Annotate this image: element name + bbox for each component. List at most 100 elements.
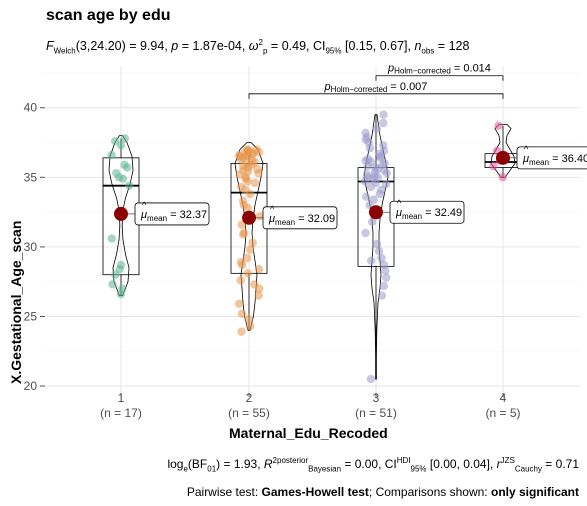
data-point xyxy=(246,322,255,331)
data-point xyxy=(382,273,391,282)
x-tick-label: 3 xyxy=(373,391,380,405)
subtitle-omega-sub: p xyxy=(263,46,268,56)
data-point xyxy=(244,315,253,324)
data-point xyxy=(374,246,384,256)
data-point xyxy=(120,134,129,143)
caption-pairwise-text: Pairwise test: xyxy=(186,485,262,499)
data-point xyxy=(372,239,382,249)
data-point xyxy=(116,260,126,270)
data-point xyxy=(379,281,389,291)
caption-ci-sub: 95% xyxy=(410,464,427,474)
y-tick-label: 20 xyxy=(24,379,38,393)
subtitle-p-val: = 1.87e-04, xyxy=(178,39,249,54)
data-point xyxy=(110,136,120,146)
caption-r2-sup2: posterior xyxy=(277,456,309,465)
comparison-label: pHolm−corrected = 0.014 xyxy=(387,63,491,76)
mean-label-box xyxy=(262,206,338,230)
mean-label-mu: μ xyxy=(522,153,529,165)
data-point xyxy=(377,253,386,263)
data-point xyxy=(364,173,373,182)
subtitle-f-val: (3,24.20) = 9.94, xyxy=(75,39,172,54)
data-point xyxy=(234,299,244,309)
mean-label: μmean = 32.49 xyxy=(395,207,462,221)
chart-title: scan age by edu xyxy=(46,7,171,24)
caption-r2-sub: Bayesian xyxy=(308,464,342,474)
data-point xyxy=(243,145,252,154)
data-point xyxy=(498,173,507,182)
data-point xyxy=(243,177,252,186)
subtitle-omega-val: = 0.49, CI xyxy=(267,39,326,54)
mean-label-value: = 32.09 xyxy=(295,213,335,225)
bayes-caption: loge(BF01) = 1.93, R2posteriorBayesian =… xyxy=(167,456,579,473)
y-tick-label: 25 xyxy=(24,309,38,323)
data-point xyxy=(361,128,370,137)
data-point xyxy=(243,253,252,263)
caption-r-sub: Cauchy xyxy=(514,464,542,474)
data-point xyxy=(248,238,257,247)
caption-r2-sup: 2 xyxy=(272,456,277,465)
data-point xyxy=(237,327,246,336)
comparison-label: pHolm−corrected = 0.007 xyxy=(324,81,428,94)
mean-label-sub: mean xyxy=(402,212,422,221)
comparison-label-value: = 0.007 xyxy=(387,81,427,93)
mean-label-hat: ^ xyxy=(270,204,275,214)
mean-label-sub: mean xyxy=(275,218,295,227)
x-count-label: (n = 5) xyxy=(485,406,520,420)
subtitle-n: n xyxy=(414,39,422,54)
data-point xyxy=(381,180,391,189)
y-axis-label: X.Gestational_Age_scan xyxy=(8,220,24,384)
mean-label-mu: μ xyxy=(140,209,147,221)
comparison-label-sub: Holm−corrected xyxy=(331,85,388,94)
caption-r2: R xyxy=(263,457,273,471)
data-point xyxy=(489,161,498,171)
points-layer xyxy=(107,110,507,384)
caption-pairwise-test: Games-Howell test xyxy=(261,485,369,499)
mean-label-box xyxy=(516,146,587,170)
caption-r-sup: JZS xyxy=(500,456,515,465)
data-point xyxy=(118,284,127,293)
violin-1 xyxy=(108,135,134,296)
pairwise-caption: Pairwise test: Games-Howell test; Compar… xyxy=(187,485,579,499)
data-point xyxy=(377,185,386,195)
mean-label: μmean = 32.37 xyxy=(140,209,207,223)
data-point xyxy=(369,195,378,204)
data-point xyxy=(361,228,370,238)
caption-bf-val: ) = 1.93, xyxy=(216,457,264,471)
caption-bf-mid: (BF xyxy=(187,457,208,471)
subtitle-f-sub: Welch xyxy=(53,46,76,56)
data-point xyxy=(253,164,262,174)
data-point xyxy=(367,217,377,227)
data-point xyxy=(379,141,388,150)
data-point xyxy=(237,182,246,192)
data-point xyxy=(361,192,371,201)
chart-subtitle: FWelch(3,24.20) = 9.94, p = 1.87e-04, ω2… xyxy=(46,38,469,56)
caption-r-val: = 0.71 xyxy=(541,457,579,471)
mean-label-value: = 32.37 xyxy=(167,209,207,221)
data-point xyxy=(245,245,255,254)
mean-label-value: = 32.49 xyxy=(422,207,462,219)
data-point xyxy=(252,145,261,154)
data-point xyxy=(236,258,246,267)
mean-label-box xyxy=(389,200,465,224)
caption-comparisons-text: ; Comparisons shown: xyxy=(368,485,491,499)
data-point xyxy=(120,160,129,169)
comparison-label-p: p xyxy=(387,63,394,75)
caption-r: r xyxy=(496,457,501,471)
mean-label-hat: ^ xyxy=(142,200,147,210)
x-tick-label: 2 xyxy=(246,391,253,405)
mean-label-value: = 36.40 xyxy=(549,153,587,165)
data-point xyxy=(250,280,259,289)
means-layer: μmean = 32.37^μmean = 32.09^ μmean = 32.4… xyxy=(114,144,587,230)
x-tick-label: 1 xyxy=(118,391,125,405)
violin-2 xyxy=(234,142,264,331)
caption-comparisons-value: only significant xyxy=(490,485,579,499)
data-point xyxy=(237,309,247,318)
data-point xyxy=(108,280,117,289)
x-count-label: (n = 51) xyxy=(355,406,397,420)
subtitle-n-val: = 128 xyxy=(434,39,470,54)
caption-ci-sup: HDI xyxy=(396,456,411,465)
comparison-bracket xyxy=(248,93,504,99)
mean-label-box xyxy=(134,202,210,226)
data-point xyxy=(239,200,249,210)
subtitle-n-sub: obs xyxy=(421,46,435,56)
